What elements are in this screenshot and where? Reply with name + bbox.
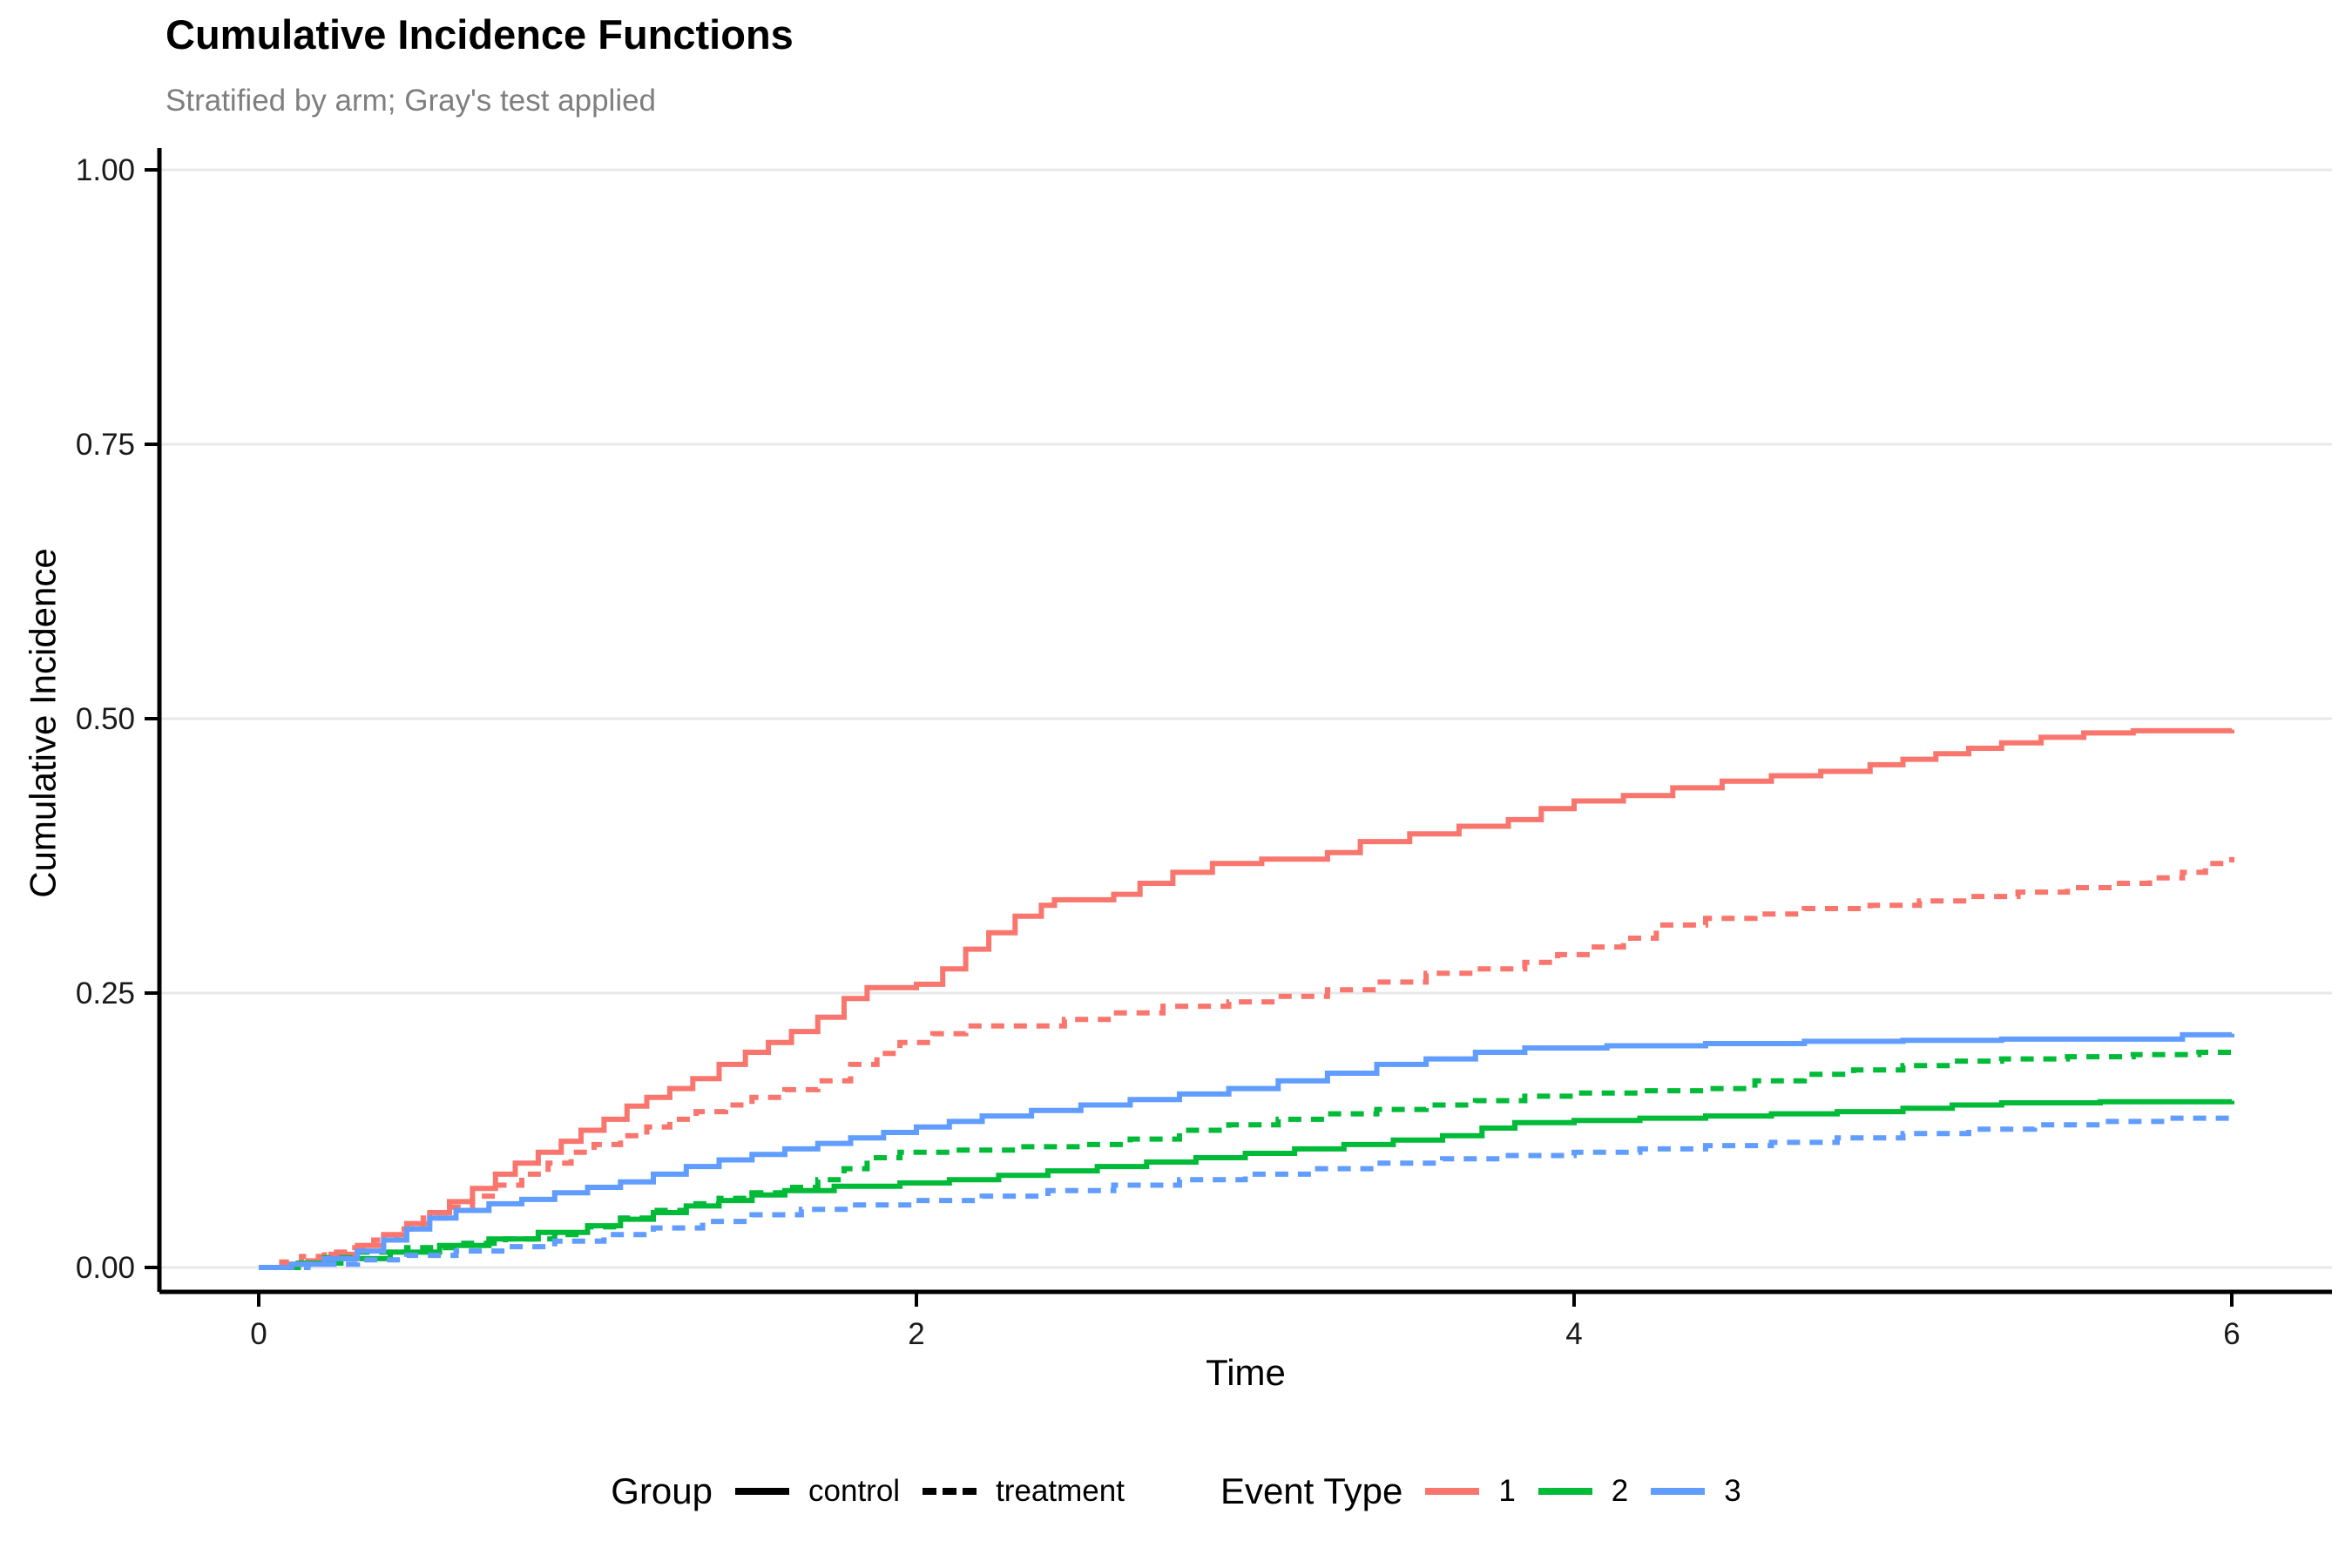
legend-label-control: control bbox=[808, 1474, 901, 1508]
y-tick-label-1.00: 1.00 bbox=[76, 153, 135, 187]
curve-control-event-1 bbox=[259, 727, 2234, 1270]
legend-group-linetype: Group control treatment bbox=[611, 1470, 1125, 1512]
y-axis-title: Cumulative Incidence bbox=[22, 548, 64, 898]
solid-line-key-icon bbox=[735, 1488, 790, 1495]
legend-item-event-1: 1 bbox=[1425, 1474, 1516, 1509]
y-tick-label-0.00: 0.00 bbox=[76, 1251, 135, 1285]
y-tick-label-0.50: 0.50 bbox=[76, 702, 135, 736]
x-tick-label-6: 6 bbox=[2223, 1317, 2240, 1351]
legend-label-event-3: 3 bbox=[1724, 1474, 1741, 1508]
legend-group-title: Group bbox=[611, 1470, 713, 1511]
event-3-key-icon bbox=[1651, 1488, 1706, 1495]
chart-subtitle: Stratified by arm; Gray's test applied bbox=[166, 84, 657, 118]
legend-item-treatment: treatment bbox=[923, 1474, 1125, 1509]
x-tick-label-0: 0 bbox=[250, 1317, 267, 1351]
legend: Group control treatment Event Type 1 2 bbox=[0, 1470, 2352, 1512]
y-tick-label-0.75: 0.75 bbox=[76, 428, 135, 462]
legend-label-event-1: 1 bbox=[1498, 1474, 1516, 1508]
legend-label-event-2: 2 bbox=[1611, 1474, 1629, 1508]
curve-treatment-event-3 bbox=[259, 1113, 2234, 1270]
x-axis-title: Time bbox=[1206, 1352, 1286, 1393]
legend-item-event-2: 2 bbox=[1538, 1474, 1628, 1509]
curve-treatment-event-2 bbox=[259, 1048, 2234, 1270]
dashed-line-key-icon bbox=[923, 1488, 977, 1495]
legend-label-treatment: treatment bbox=[996, 1474, 1125, 1508]
curve-treatment-event-1 bbox=[259, 856, 2234, 1270]
y-tick-label-0.25: 0.25 bbox=[76, 977, 135, 1010]
legend-item-event-3: 3 bbox=[1651, 1474, 1741, 1509]
x-tick-label-2: 2 bbox=[908, 1317, 924, 1351]
legend-group-event-type: Event Type 1 2 3 bbox=[1220, 1470, 1741, 1512]
curve-control-event-3 bbox=[259, 1031, 2234, 1270]
event-1-key-icon bbox=[1425, 1488, 1480, 1495]
x-tick-label-4: 4 bbox=[1565, 1317, 1582, 1351]
legend-item-control: control bbox=[735, 1474, 900, 1509]
legend-event-type-title: Event Type bbox=[1220, 1470, 1403, 1511]
event-2-key-icon bbox=[1538, 1488, 1592, 1495]
chart-title: Cumulative Incidence Functions bbox=[166, 11, 794, 57]
